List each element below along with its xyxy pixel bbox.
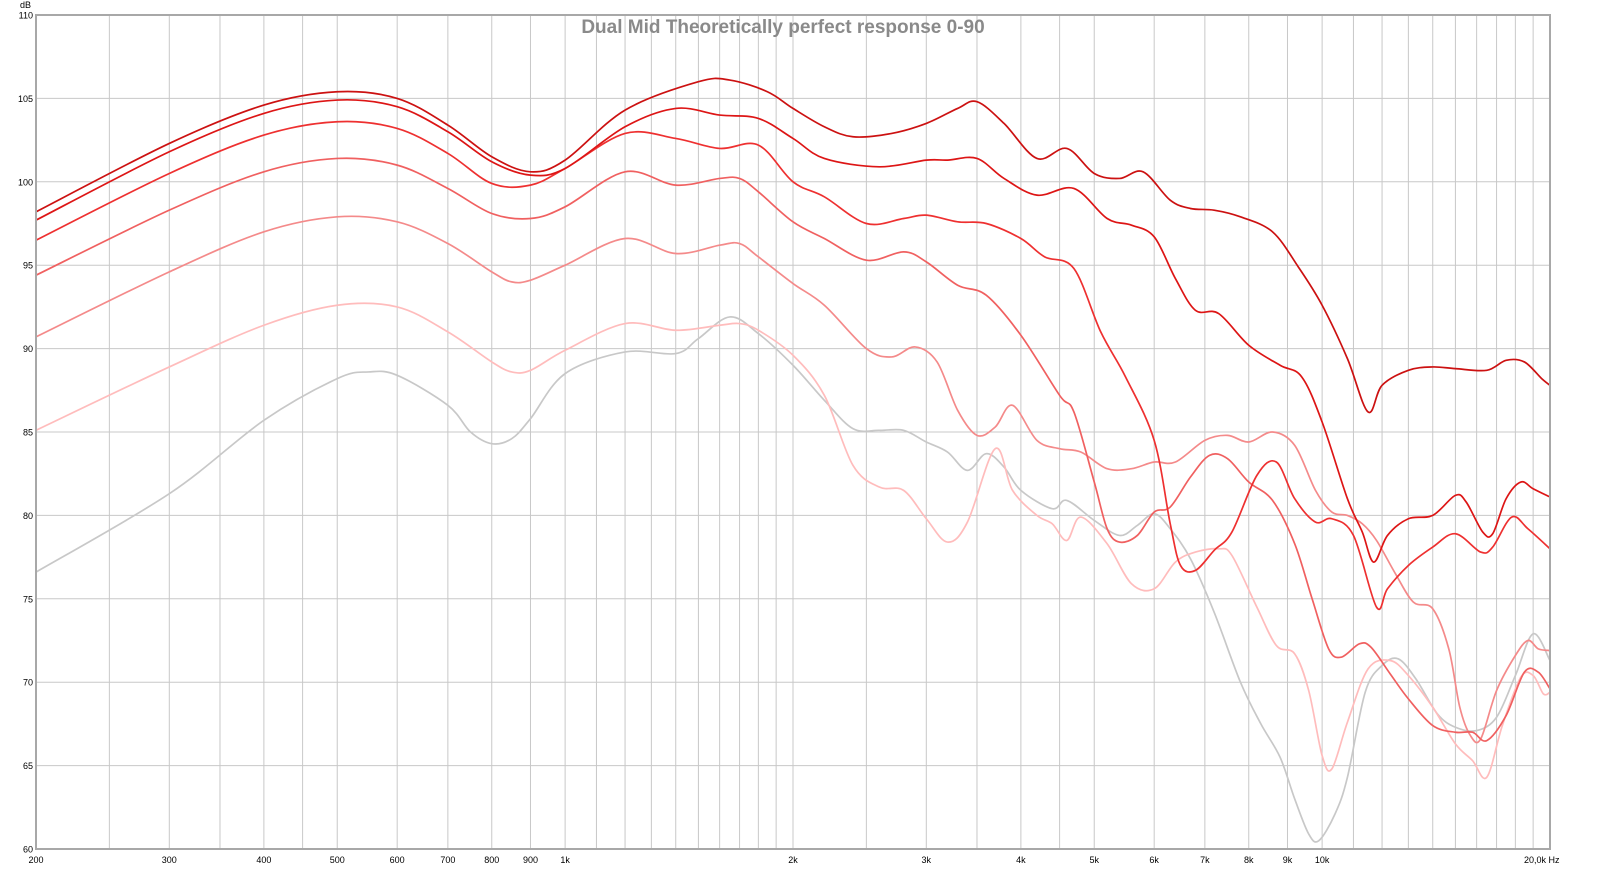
- x-tick-label: 1k: [560, 855, 570, 865]
- x-tick-label: 10k: [1315, 855, 1330, 865]
- tick-layer: 60 65 70 75 80 85 90 95 100 105 110 200 300 400 500 600…: [18, 11, 1560, 866]
- series-line: [35, 120, 1551, 611]
- series-line: [35, 77, 1551, 414]
- y-axis-unit-label: dB: [20, 0, 31, 10]
- grid-layer: [35, 14, 1551, 850]
- plot-frame: [35, 14, 1551, 850]
- curve-layer: [35, 77, 1551, 843]
- x-tick-label: 6k: [1149, 855, 1159, 865]
- x-tick-label: 9k: [1283, 855, 1293, 865]
- y-tick-label: 70: [23, 678, 33, 688]
- y-tick-label: 80: [23, 511, 33, 521]
- y-tick-label: 60: [23, 845, 33, 855]
- x-tick-label: 300: [162, 855, 177, 865]
- x-tick-label: 400: [256, 855, 271, 865]
- series-line: [35, 302, 1551, 780]
- y-tick-label: 100: [18, 177, 33, 187]
- x-tick-label: 3k: [922, 855, 932, 865]
- series-line: [35, 98, 1551, 563]
- x-tick-label: 8k: [1244, 855, 1254, 865]
- x-tick-label: 7k: [1200, 855, 1210, 865]
- x-tick-label: 200: [28, 855, 43, 865]
- x-tick-label: 500: [330, 855, 345, 865]
- x-tick-label: 2k: [788, 855, 798, 865]
- x-tick-label: 700: [440, 855, 455, 865]
- series-line: [35, 316, 1551, 843]
- x-tick-label: 800: [484, 855, 499, 865]
- x-tick-label: 4k: [1016, 855, 1026, 865]
- x-tick-label: 600: [390, 855, 405, 865]
- y-tick-label: 65: [23, 761, 33, 771]
- y-tick-label: 75: [23, 594, 33, 604]
- y-tick-label: 90: [23, 344, 33, 354]
- x-tick-label: 900: [523, 855, 538, 865]
- series-line: [35, 157, 1551, 742]
- y-tick-label: 85: [23, 428, 33, 438]
- chart-title: Dual Mid Theoretically perfect response …: [581, 17, 984, 38]
- series-line: [35, 215, 1551, 744]
- x-tick-label: 5k: [1089, 855, 1099, 865]
- y-tick-label: 105: [18, 94, 33, 104]
- x-tick-label: 20,0k Hz: [1524, 855, 1560, 865]
- y-tick-label: 95: [23, 261, 33, 271]
- y-tick-label: 110: [19, 11, 33, 21]
